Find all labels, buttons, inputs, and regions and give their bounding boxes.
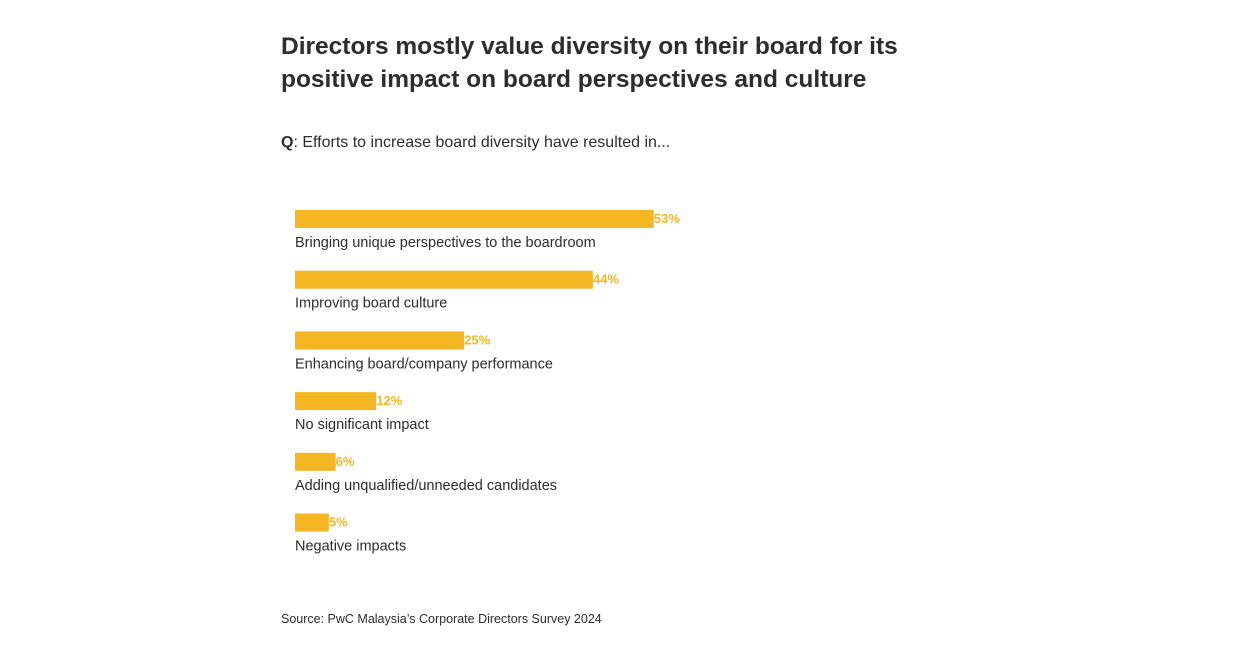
bar-value-label: 44% bbox=[593, 272, 619, 287]
bar bbox=[295, 331, 465, 350]
bar bbox=[295, 513, 329, 532]
category-label: Enhancing board/company performance bbox=[295, 356, 553, 372]
source-note: Source: PwC Malaysia’s Corporate Directo… bbox=[281, 612, 602, 626]
bar bbox=[295, 392, 377, 411]
bar-value-label: 53% bbox=[654, 211, 680, 226]
question-prefix: Q bbox=[281, 134, 294, 151]
survey-question: Q: Efforts to increase board diversity h… bbox=[281, 133, 670, 153]
bar bbox=[295, 210, 654, 228]
category-label: No significant impact bbox=[295, 417, 429, 433]
bar bbox=[295, 452, 336, 471]
bar-value-label: 5% bbox=[329, 515, 348, 530]
category-label: Bringing unique perspectives to the boar… bbox=[295, 235, 596, 251]
category-label: Negative impacts bbox=[295, 539, 406, 555]
question-text: : Efforts to increase board diversity ha… bbox=[293, 134, 671, 151]
bar-value-label: 12% bbox=[376, 393, 402, 408]
chart-title: Directors mostly value diversity on thei… bbox=[281, 33, 898, 93]
category-label: Adding unqualified/unneeded candidates bbox=[295, 478, 557, 494]
bar-value-label: 6% bbox=[336, 454, 355, 469]
category-label: Improving board culture bbox=[295, 296, 447, 312]
bar bbox=[295, 270, 593, 289]
bar-value-label: 25% bbox=[464, 332, 490, 347]
